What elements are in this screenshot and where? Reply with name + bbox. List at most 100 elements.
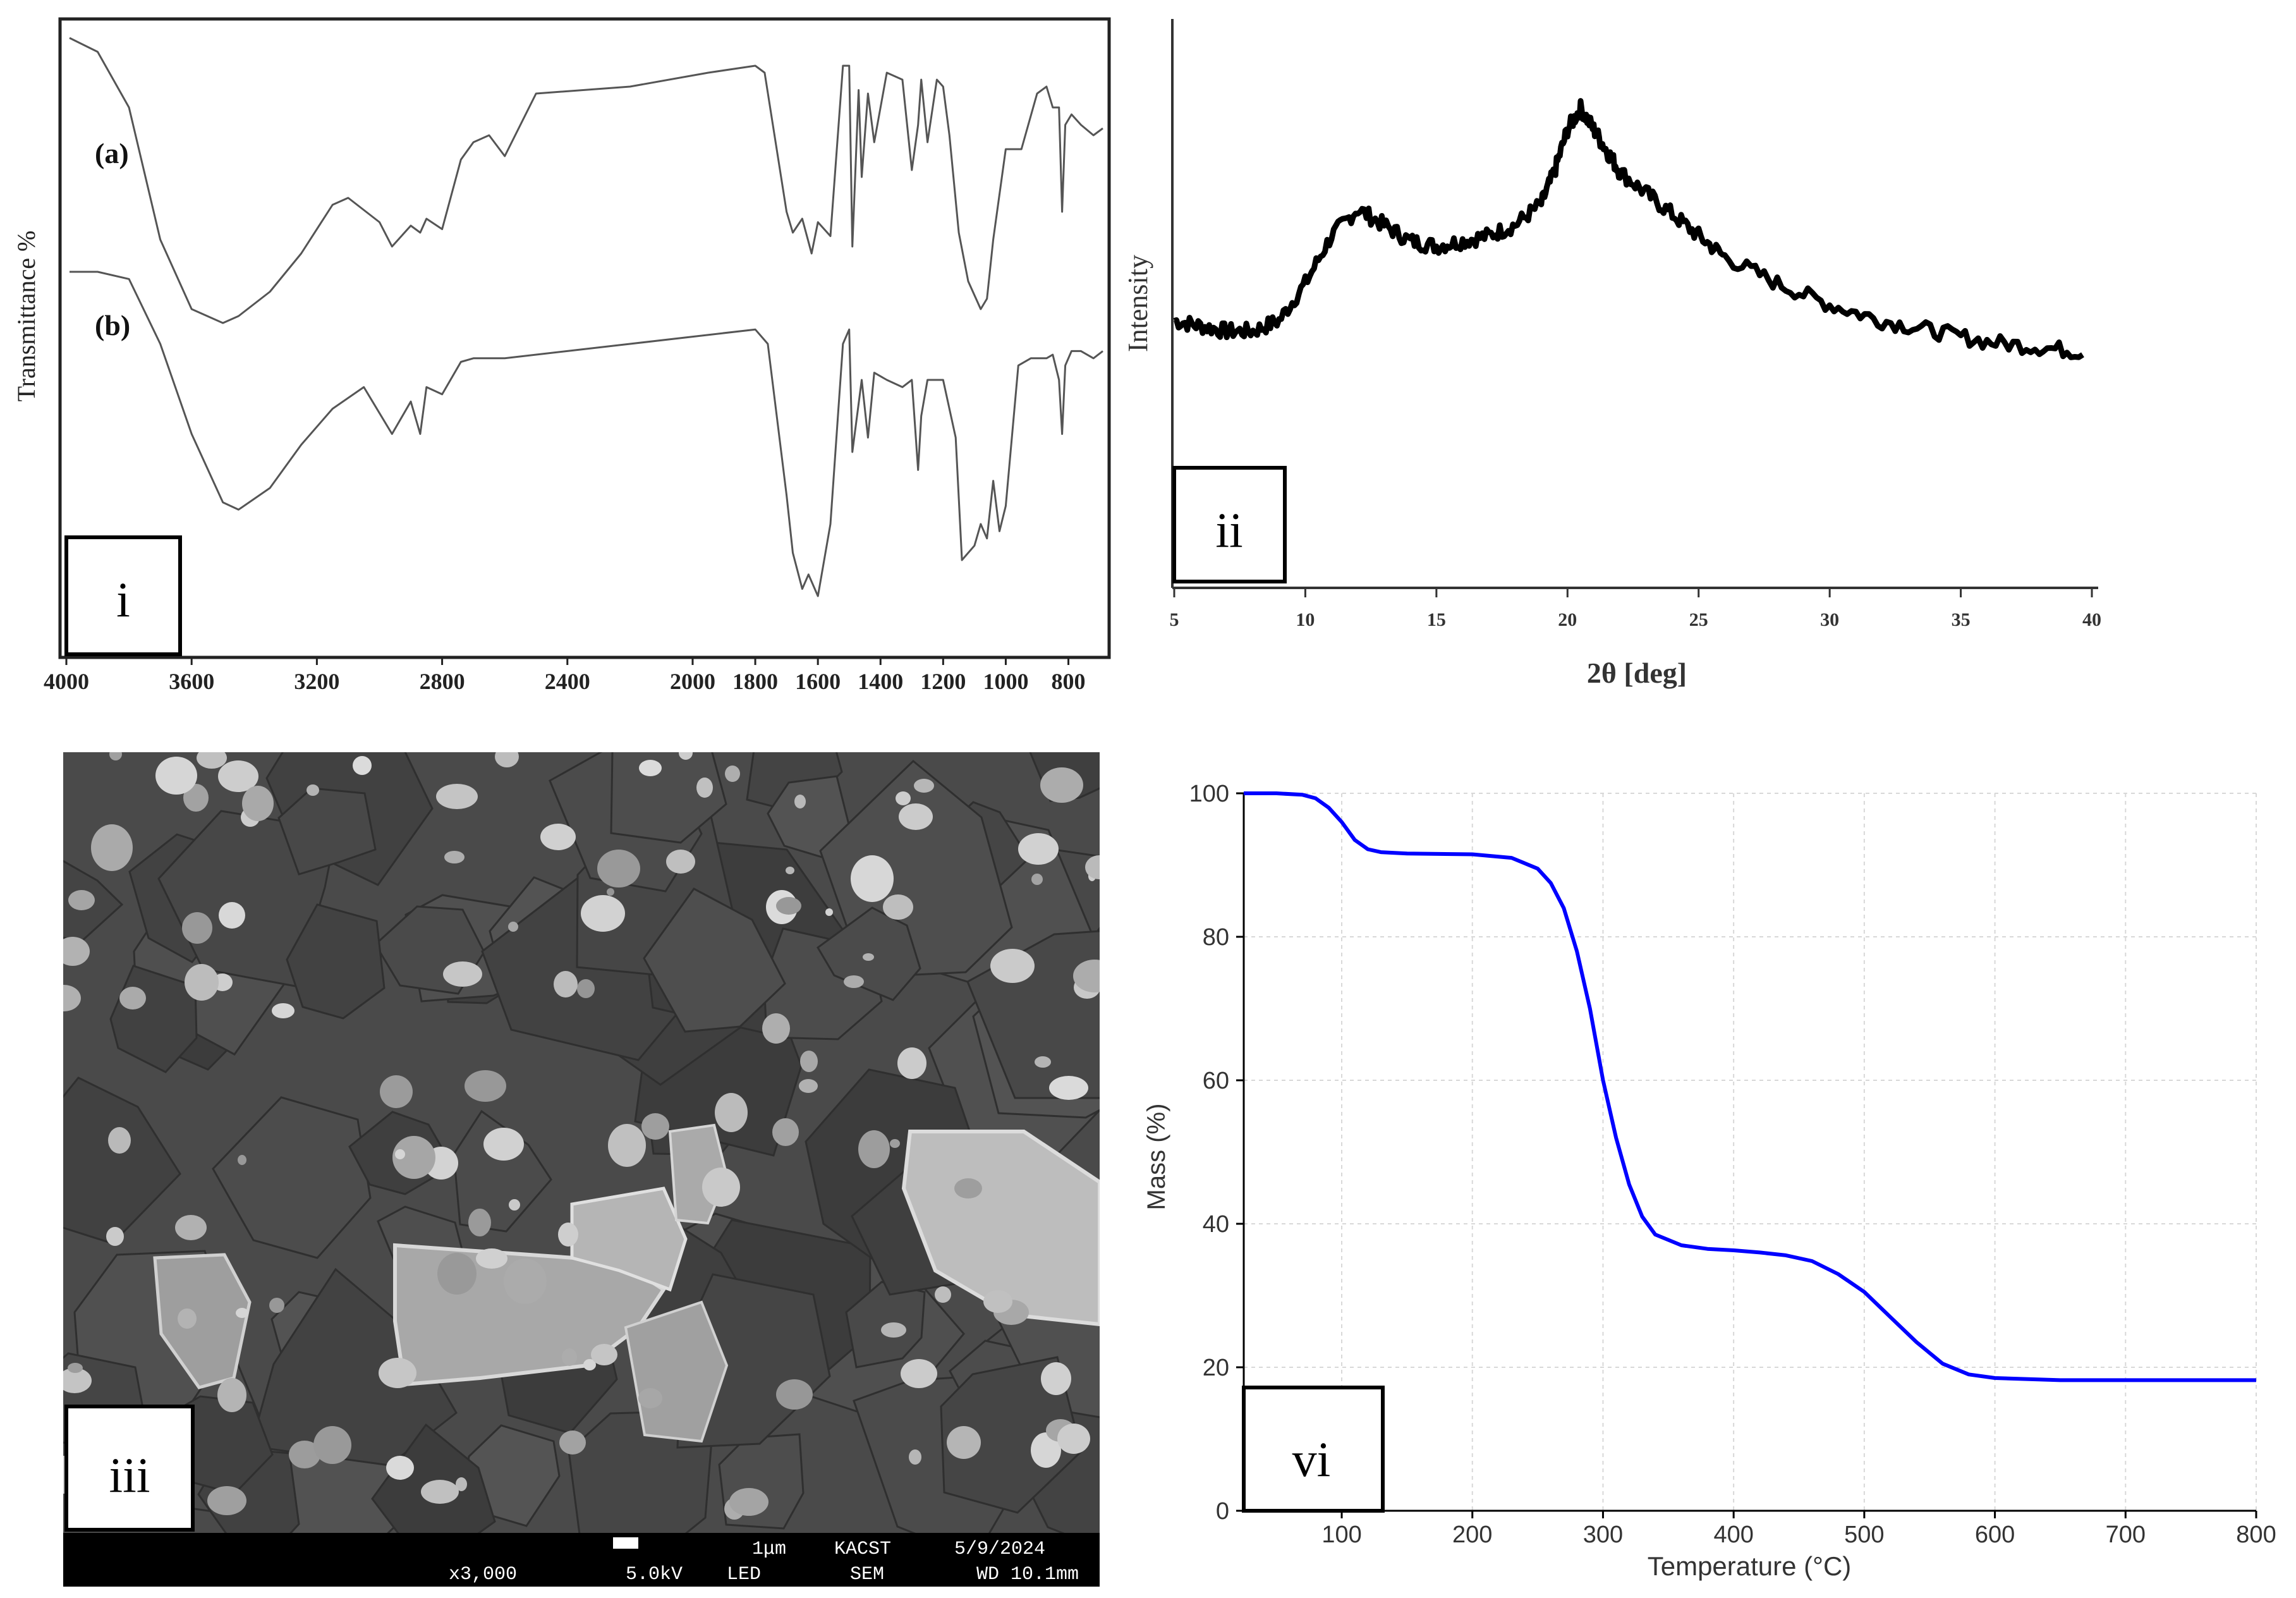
sem-particle <box>1035 1056 1051 1068</box>
sem-particle <box>725 765 740 782</box>
tga-xlabel: Temperature (°C) <box>1648 1551 1852 1581</box>
sem-particle <box>508 922 518 932</box>
sem-particle <box>307 784 319 796</box>
sem-particle <box>106 1227 124 1246</box>
tga-xtick-label: 200 <box>1452 1522 1492 1548</box>
tga-xtick-label: 600 <box>1975 1522 2015 1548</box>
sem-scale-label: 1μm <box>752 1539 786 1560</box>
xrd-series-line <box>1173 98 2084 360</box>
sem-particle <box>825 908 833 916</box>
ftir-xtick-label: 1600 <box>795 669 841 694</box>
sem-particle <box>183 784 209 812</box>
sem-particle <box>155 757 197 795</box>
sem-particle <box>638 1388 662 1408</box>
sem-particle <box>238 1155 246 1165</box>
sem-particle <box>421 1480 459 1504</box>
sem-particle <box>1031 874 1043 885</box>
tga-series-line <box>1244 791 2256 1382</box>
sem-particle <box>1057 1424 1090 1454</box>
ftir-xtick-label: 2800 <box>420 669 465 694</box>
tga-ytick-label: 100 <box>1189 781 1229 807</box>
panel-ii-label-box <box>1172 466 1287 583</box>
sem-particle <box>899 803 933 830</box>
xrd-xtick-label: 35 <box>1952 609 1971 630</box>
sem-particle <box>386 1456 414 1480</box>
tga-ytick-label: 0 <box>1216 1498 1229 1525</box>
sem-particle <box>392 1136 435 1179</box>
sem-particle <box>443 961 482 987</box>
ftir-ylabel: Transmittance % <box>12 231 40 402</box>
ftir-series-a-label: (a) <box>95 137 129 169</box>
sem-particle <box>896 791 911 805</box>
sem-particle <box>794 795 806 808</box>
sem-particle <box>558 1223 578 1247</box>
sem-particle <box>715 1093 748 1132</box>
sem-grain <box>371 1423 496 1533</box>
sem-particle <box>800 1051 818 1072</box>
tga-ytick-label: 40 <box>1203 1211 1229 1238</box>
sem-particle <box>63 937 90 966</box>
sem-particle <box>702 1168 740 1207</box>
sem-particle <box>762 1013 790 1044</box>
sem-particle <box>269 1298 284 1313</box>
sem-particle <box>1073 960 1100 992</box>
sem-particle <box>901 1359 937 1388</box>
sem-particle <box>1049 1076 1088 1100</box>
sem-particle <box>776 1379 813 1410</box>
ftir-frame <box>58 17 1111 659</box>
sem-org: KACST <box>834 1539 891 1560</box>
sem-particle <box>175 1215 207 1240</box>
panel-ii-label: ii <box>1215 503 1242 558</box>
sem-particle <box>591 1344 617 1365</box>
panel-i-ftir: Transmittance % 4000 3600 3200 2800 2400 2000… <box>12 17 1111 694</box>
sem-particle <box>729 1488 768 1516</box>
sem-particle <box>607 888 614 896</box>
sem-magnification: x3,000 <box>449 1564 517 1585</box>
ftir-xtick-group: 4000 3600 3200 2800 2400 2000 1800 1600 1400 1200… <box>44 657 1086 694</box>
ftir-xtick-label: 1000 <box>983 669 1028 694</box>
sem-particle <box>395 1149 405 1159</box>
sem-particle <box>897 1047 926 1079</box>
sem-particle <box>696 778 713 798</box>
ftir-xtick-label: 1400 <box>858 669 903 694</box>
sem-info-bar <box>63 1533 1100 1587</box>
sem-particle <box>1018 833 1059 865</box>
tga-ylabel: Mass (%) <box>1143 1104 1170 1211</box>
ftir-xtick-label: 2400 <box>545 669 590 694</box>
xrd-ylabel: Intensity <box>1122 255 1153 352</box>
sem-particle <box>639 760 662 776</box>
sem-particle <box>883 894 913 920</box>
sem-particle <box>597 850 640 887</box>
sem-particle <box>947 1426 981 1459</box>
sem-particle <box>289 1441 320 1468</box>
sem-particle <box>379 1358 416 1388</box>
panel-iii-label-box <box>64 1405 195 1532</box>
tga-ytick-label: 80 <box>1203 924 1229 951</box>
sem-particle <box>495 752 519 767</box>
sem-particle <box>562 1348 577 1366</box>
ftir-xtick-label: 2000 <box>670 669 715 694</box>
sem-particle <box>217 1378 246 1412</box>
tga-xtick-label: 400 <box>1713 1522 1753 1548</box>
xrd-xtick-label: 10 <box>1296 609 1315 630</box>
sem-particle <box>178 1308 197 1329</box>
ftir-series-group <box>69 37 1103 597</box>
sem-particle <box>476 1248 507 1269</box>
sem-particle <box>583 1359 596 1370</box>
sem-date: 5/9/2024 <box>954 1539 1045 1560</box>
sem-particle <box>468 1209 491 1236</box>
sem-particle <box>914 779 934 793</box>
sem-small-particles <box>63 752 1100 1520</box>
sem-particle <box>456 1477 467 1491</box>
sem-particle <box>858 1130 890 1168</box>
panel-iii-sem: 1μm KACST 5/9/2024 x3,000 5.0kV LED SEM … <box>63 752 1100 1587</box>
sem-particle <box>63 985 81 1011</box>
sem-grain <box>277 787 377 875</box>
sem-particle <box>581 895 625 932</box>
xrd-xtick-label: 25 <box>1689 609 1708 630</box>
sem-grain <box>643 887 786 1033</box>
panel-ii-xrd: Intensity 5 10 15 20 25 30 35 40 2θ [deg] ii <box>1122 19 2101 689</box>
sem-particle <box>437 1253 477 1295</box>
tga-xtick-label: 100 <box>1321 1522 1361 1548</box>
ftir-xtick-label: 1200 <box>920 669 966 694</box>
